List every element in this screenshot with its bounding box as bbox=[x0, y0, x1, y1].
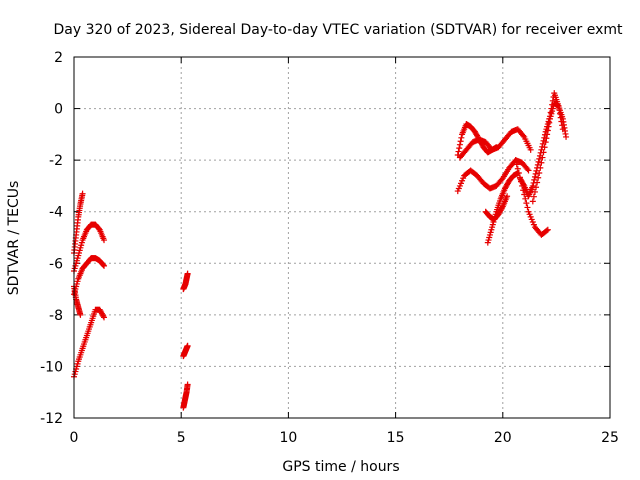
data-point bbox=[544, 127, 551, 134]
data-point bbox=[184, 381, 191, 388]
x-tick-label: 15 bbox=[387, 430, 405, 446]
series-track-c-2 bbox=[456, 126, 534, 161]
y-axis-label: SDTVAR / TECUs bbox=[6, 181, 22, 296]
data-point bbox=[529, 182, 536, 189]
data-point bbox=[531, 188, 538, 195]
data-point bbox=[520, 132, 527, 139]
series-track-b-2 bbox=[180, 342, 191, 360]
data-point bbox=[504, 193, 511, 200]
data-point bbox=[527, 146, 534, 153]
x-tick-label: 5 bbox=[177, 430, 186, 446]
data-point bbox=[77, 311, 84, 318]
data-point bbox=[457, 138, 464, 145]
y-tick-label: -2 bbox=[49, 153, 63, 169]
series-track-a-mid bbox=[71, 221, 108, 275]
series-track-a-bottom bbox=[71, 306, 108, 380]
series-track-c-5 bbox=[482, 193, 511, 223]
data-point bbox=[535, 174, 542, 181]
data-point bbox=[519, 182, 526, 189]
data-point bbox=[537, 164, 544, 171]
data-point bbox=[516, 174, 523, 181]
x-tick-label: 25 bbox=[601, 430, 619, 446]
plot-frame bbox=[73, 56, 611, 419]
data-point bbox=[100, 313, 107, 320]
data-point bbox=[514, 165, 521, 172]
data-point bbox=[512, 157, 519, 164]
x-tick-label: 20 bbox=[494, 430, 512, 446]
grid-lines bbox=[74, 57, 610, 418]
data-point bbox=[535, 158, 542, 165]
series-track-b-1 bbox=[180, 270, 191, 293]
data-point bbox=[456, 141, 463, 148]
data-point bbox=[546, 119, 553, 126]
data-point bbox=[518, 178, 525, 185]
data-point bbox=[543, 227, 550, 234]
data-point bbox=[524, 204, 531, 211]
y-tick-label: -10 bbox=[40, 359, 63, 375]
series-track-a-hook bbox=[71, 283, 84, 318]
data-point bbox=[525, 167, 532, 174]
data-point bbox=[184, 342, 191, 349]
data-point bbox=[530, 193, 537, 200]
data-point bbox=[563, 133, 570, 140]
y-tick-label: -8 bbox=[49, 308, 63, 324]
data-point bbox=[541, 144, 548, 151]
data-point bbox=[536, 170, 543, 177]
x-tick-label: 0 bbox=[70, 430, 79, 446]
data-point bbox=[523, 200, 530, 207]
data-point bbox=[456, 145, 463, 152]
data-point bbox=[101, 237, 108, 244]
data-point bbox=[101, 262, 108, 269]
data-point bbox=[521, 191, 528, 198]
x-axis-label: GPS time / hours bbox=[282, 459, 399, 475]
x-tick-label: 10 bbox=[279, 430, 297, 446]
data-point bbox=[499, 204, 506, 211]
axis-ticks: 0 5 10 15 20 25 -12 -10 -8 -6 -4 -2 0 2 bbox=[40, 50, 619, 446]
data-point bbox=[534, 161, 541, 168]
y-tick-label: 2 bbox=[54, 50, 63, 66]
data-point bbox=[101, 314, 108, 321]
data-point bbox=[543, 135, 550, 142]
data-point bbox=[513, 161, 520, 168]
data-point bbox=[455, 148, 462, 155]
series-track-c-8 bbox=[529, 100, 570, 205]
data-point bbox=[524, 166, 531, 173]
data-point bbox=[531, 173, 538, 180]
y-tick-label: -4 bbox=[49, 205, 63, 221]
data-point bbox=[520, 187, 527, 194]
data-point bbox=[536, 155, 543, 162]
series-track-c-7 bbox=[512, 157, 551, 238]
data-points bbox=[71, 90, 570, 411]
series-track-a-upper bbox=[71, 190, 86, 256]
data-point bbox=[539, 154, 546, 161]
data-point bbox=[498, 176, 505, 183]
data-point bbox=[533, 184, 540, 191]
data-point bbox=[544, 226, 551, 233]
series-track-b-3 bbox=[180, 381, 191, 411]
y-tick-label: -12 bbox=[40, 411, 63, 427]
series-track-c-3 bbox=[454, 157, 532, 195]
data-point bbox=[184, 270, 191, 277]
data-point bbox=[542, 139, 549, 146]
y-tick-label: 0 bbox=[54, 102, 63, 118]
data-point bbox=[545, 123, 552, 130]
y-tick-label: -6 bbox=[49, 256, 63, 272]
data-point bbox=[515, 170, 522, 177]
data-point bbox=[100, 262, 107, 269]
data-point bbox=[540, 149, 547, 156]
chart-title: Day 320 of 2023, Sidereal Day-to-day VTE… bbox=[54, 22, 624, 38]
data-point bbox=[538, 159, 545, 166]
data-point bbox=[79, 190, 86, 197]
data-point bbox=[534, 179, 541, 186]
data-point bbox=[522, 195, 529, 202]
data-point bbox=[529, 198, 536, 205]
data-point bbox=[458, 134, 465, 141]
data-point bbox=[544, 131, 551, 138]
data-point bbox=[532, 170, 539, 177]
